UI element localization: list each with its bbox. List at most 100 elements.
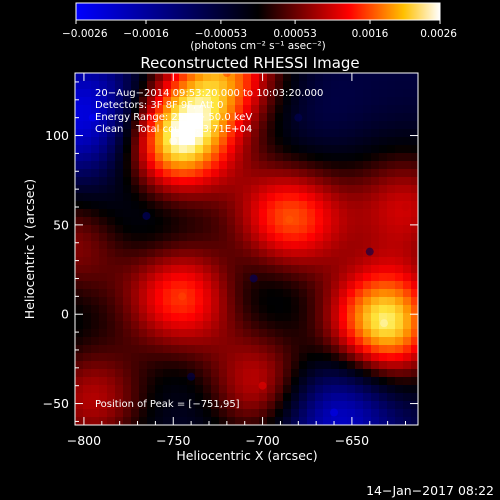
heatmap-cell: [275, 393, 284, 402]
heatmap-cell: [315, 409, 324, 418]
heatmap-cell: [403, 241, 412, 250]
heatmap-cell: [355, 89, 364, 98]
heatmap-cell: [107, 385, 116, 394]
heatmap-cell: [235, 225, 244, 234]
heatmap-cell: [371, 201, 380, 210]
heatmap-peak: [401, 203, 410, 212]
heatmap-cell: [379, 249, 388, 258]
heatmap-cell: [371, 73, 380, 82]
heatmap-cell: [171, 73, 180, 82]
heatmap-cell: [307, 233, 316, 242]
heatmap-cell: [411, 185, 418, 194]
heatmap-cell: [387, 297, 396, 306]
heatmap-cell: [123, 225, 132, 234]
heatmap-cell: [139, 329, 148, 338]
heatmap-cell: [323, 113, 332, 122]
heatmap-cell: [179, 97, 188, 106]
heatmap-cell: [99, 97, 108, 106]
heatmap-cell: [267, 329, 276, 338]
heatmap-cell: [371, 177, 380, 186]
heatmap-cell: [131, 249, 140, 258]
heatmap-cell: [123, 185, 132, 194]
colorbar-gradient: [75, 2, 441, 21]
heatmap-cell: [195, 377, 204, 386]
heatmap-cell: [123, 273, 132, 282]
heatmap-cell: [243, 177, 252, 186]
heatmap-cell: [195, 353, 204, 362]
heatmap-cell: [179, 401, 188, 410]
heatmap-cell: [107, 225, 116, 234]
heatmap-cell: [331, 273, 340, 282]
heatmap-cell: [387, 121, 396, 130]
heatmap-cell: [403, 329, 412, 338]
heatmap-cell: [123, 297, 132, 306]
heatmap-cell: [155, 305, 164, 314]
heatmap-cell: [187, 249, 196, 258]
heatmap-cell: [275, 161, 284, 170]
heatmap-cell: [115, 185, 124, 194]
heatmap-cell: [83, 137, 92, 146]
heatmap-cell: [387, 265, 396, 274]
heatmap-cell: [211, 289, 220, 298]
heatmap-cell: [275, 345, 284, 354]
heatmap-cell: [267, 377, 276, 386]
heatmap-cell: [243, 401, 252, 410]
heatmap-cell: [371, 193, 380, 202]
heatmap-cell: [307, 313, 316, 322]
heatmap-cell: [251, 145, 260, 154]
heatmap-cell: [323, 73, 332, 82]
heatmap-cell: [123, 105, 132, 114]
heatmap-cell: [171, 89, 180, 98]
heatmap-cell: [355, 169, 364, 178]
heatmap-cell: [355, 145, 364, 154]
heatmap-cell: [299, 273, 308, 282]
heatmap-cell: [259, 193, 268, 202]
heatmap-cell: [211, 105, 220, 114]
heatmap-cell: [403, 337, 412, 346]
heatmap-cell: [363, 233, 372, 242]
heatmap-cell: [267, 97, 276, 106]
heatmap-cell: [115, 401, 124, 410]
heatmap-cell: [91, 73, 100, 82]
heatmap-cell: [75, 105, 84, 114]
heatmap-cell: [219, 177, 228, 186]
heatmap-cell: [227, 161, 236, 170]
heatmap-cell: [163, 321, 172, 330]
heatmap-cell: [251, 337, 260, 346]
heatmap-cell: [75, 345, 84, 354]
heatmap-cell: [139, 89, 148, 98]
heatmap-cell: [251, 169, 260, 178]
heatmap-cell: [163, 217, 172, 226]
heatmap-cell: [195, 169, 204, 178]
heatmap-cell: [379, 273, 388, 282]
heatmap-cell: [363, 137, 372, 146]
heatmap-cell: [131, 369, 140, 378]
heatmap-cell: [187, 297, 196, 306]
heatmap-cell: [371, 153, 380, 162]
heatmap-cell: [299, 129, 308, 138]
heatmap-cell: [195, 257, 204, 266]
heatmap-cell: [379, 121, 388, 130]
heatmap-cell: [139, 305, 148, 314]
heatmap-cell: [155, 217, 164, 226]
heatmap-cell: [99, 417, 108, 425]
heatmap-cell: [395, 81, 404, 90]
heatmap-cell: [147, 361, 156, 370]
heatmap-cell: [307, 393, 316, 402]
heatmap-cell: [251, 241, 260, 250]
heatmap-cell: [315, 217, 324, 226]
heatmap-cell: [371, 369, 380, 378]
heatmap-cell: [203, 417, 212, 425]
heatmap-cell: [387, 281, 396, 290]
heatmap-cell: [195, 409, 204, 418]
heatmap-cell: [387, 129, 396, 138]
heatmap-cell: [411, 369, 418, 378]
heatmap-cell: [379, 377, 388, 386]
heatmap-cell: [411, 121, 418, 130]
heatmap-cell: [123, 129, 132, 138]
heatmap-cell: [331, 193, 340, 202]
heatmap-cell: [307, 217, 316, 226]
heatmap-cell: [259, 337, 268, 346]
heatmap-cell: [395, 337, 404, 346]
heatmap-cell: [147, 121, 156, 130]
